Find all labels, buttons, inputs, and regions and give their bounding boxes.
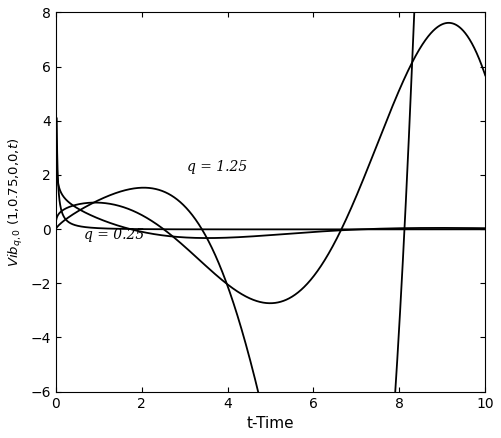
X-axis label: t-Time: t-Time [246, 416, 295, 431]
Text: q = 1.25: q = 1.25 [187, 160, 247, 174]
Text: q = 0.25: q = 0.25 [84, 229, 144, 242]
Y-axis label: $Vib_{q,0}$ (1,0.75,0,0,$t$): $Vib_{q,0}$ (1,0.75,0,0,$t$) [7, 138, 25, 267]
